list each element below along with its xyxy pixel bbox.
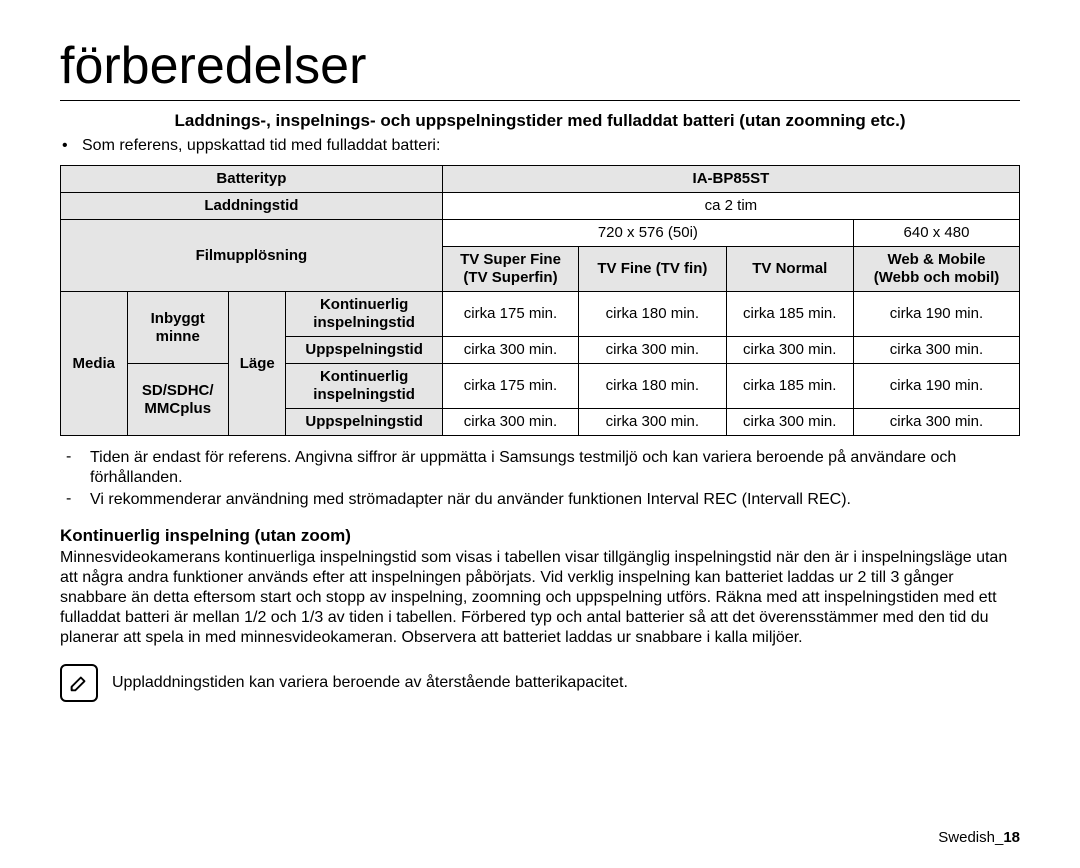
resolution-label: Filmupplösning xyxy=(61,220,443,292)
page-title: förberedelser xyxy=(60,36,1020,101)
col-fine: TV Fine (TV fin) xyxy=(579,247,726,292)
battery-type-value: IA-BP85ST xyxy=(442,166,1019,193)
manual-page: förberedelser Laddnings-, inspelnings- o… xyxy=(0,0,1080,868)
cell-value: cirka 185 min. xyxy=(726,292,853,337)
res-640: 640 x 480 xyxy=(853,220,1019,247)
dash-icon: - xyxy=(60,490,90,508)
cell-value: cirka 300 min. xyxy=(579,409,726,436)
sd-card: SD/SDHC/ MMCplus xyxy=(127,364,228,436)
media-label: Media xyxy=(61,292,128,436)
note-text: Vi rekommenderar användning med strömada… xyxy=(90,490,1020,510)
col-web-mobile: Web & Mobile (Webb och mobil) xyxy=(853,247,1019,292)
table-row: Filmupplösning 720 x 576 (50i) 640 x 480 xyxy=(61,220,1020,247)
note-icon xyxy=(60,664,98,702)
cell-value: cirka 175 min. xyxy=(442,292,578,337)
table-row: Laddningstid ca 2 tim xyxy=(61,193,1020,220)
res-720: 720 x 576 (50i) xyxy=(442,220,853,247)
col-normal: TV Normal xyxy=(726,247,853,292)
body-paragraph: Minnesvideokamerans kontinuerliga inspel… xyxy=(60,548,1020,648)
charge-time-label: Laddningstid xyxy=(61,193,443,220)
cont-rec-label: Kontinuerlig inspelningstid xyxy=(286,364,442,409)
bullet-dot: • xyxy=(60,137,82,155)
col-super-fine: TV Super Fine (TV Superfin) xyxy=(442,247,578,292)
cont-rec-l2: inspelningstid xyxy=(292,386,435,404)
col-web-l1: Web & Mobile xyxy=(860,251,1013,269)
mode-label: Läge xyxy=(228,292,286,436)
cell-value: cirka 300 min. xyxy=(579,337,726,364)
footer-lang: Swedish_ xyxy=(938,829,1003,846)
cell-value: cirka 175 min. xyxy=(442,364,578,409)
spec-table: Batterityp IA-BP85ST Laddningstid ca 2 t… xyxy=(60,165,1020,436)
sd-l1: SD/SDHC/ xyxy=(134,382,222,400)
playback-label: Uppspelningstid xyxy=(286,337,442,364)
col-super-l2: (TV Superfin) xyxy=(449,269,572,287)
table-row: Media Inbyggt minne Läge Kontinuerlig in… xyxy=(61,292,1020,337)
cell-value: cirka 300 min. xyxy=(726,337,853,364)
intro-text: Som referens, uppskattad tid med fulladd… xyxy=(82,137,440,155)
cell-value: cirka 180 min. xyxy=(579,364,726,409)
cell-value: cirka 180 min. xyxy=(579,292,726,337)
cell-value: cirka 300 min. xyxy=(442,409,578,436)
sd-l2: MMCplus xyxy=(134,400,222,418)
section-subtitle: Laddnings-, inspelnings- och uppspelning… xyxy=(60,111,1020,131)
cell-value: cirka 185 min. xyxy=(726,364,853,409)
cont-rec-l2: inspelningstid xyxy=(292,314,435,332)
cell-value: cirka 300 min. xyxy=(853,337,1019,364)
info-text: Uppladdningstiden kan variera beroende a… xyxy=(112,674,628,692)
dash-icon: - xyxy=(60,448,90,466)
pencil-note-icon xyxy=(68,672,90,694)
builtin-l1: Inbyggt xyxy=(134,310,222,328)
note-text: Tiden är endast för referens. Angivna si… xyxy=(90,448,1020,488)
section-heading: Kontinuerlig inspelning (utan zoom) xyxy=(60,526,1020,546)
cell-value: cirka 300 min. xyxy=(726,409,853,436)
intro-bullet: • Som referens, uppskattad tid med fulla… xyxy=(60,137,1020,155)
cell-value: cirka 300 min. xyxy=(442,337,578,364)
cell-value: cirka 190 min. xyxy=(853,364,1019,409)
builtin-memory: Inbyggt minne xyxy=(127,292,228,364)
info-callout: Uppladdningstiden kan variera beroende a… xyxy=(60,664,1020,702)
cont-rec-l1: Kontinuerlig xyxy=(292,296,435,314)
col-super-l1: TV Super Fine xyxy=(449,251,572,269)
builtin-l2: minne xyxy=(134,328,222,346)
cont-rec-l1: Kontinuerlig xyxy=(292,368,435,386)
playback-label: Uppspelningstid xyxy=(286,409,442,436)
footer-page-number: 18 xyxy=(1003,829,1020,846)
cell-value: cirka 300 min. xyxy=(853,409,1019,436)
page-footer: Swedish_18 xyxy=(938,829,1020,846)
notes-list: - Tiden är endast för referens. Angivna … xyxy=(60,448,1020,510)
col-web-l2: (Webb och mobil) xyxy=(860,269,1013,287)
table-row: Batterityp IA-BP85ST xyxy=(61,166,1020,193)
table-row: SD/SDHC/ MMCplus Kontinuerlig inspelning… xyxy=(61,364,1020,409)
cell-value: cirka 190 min. xyxy=(853,292,1019,337)
note-item: - Tiden är endast för referens. Angivna … xyxy=(60,448,1020,488)
battery-type-label: Batterityp xyxy=(61,166,443,193)
cont-rec-label: Kontinuerlig inspelningstid xyxy=(286,292,442,337)
note-item: - Vi rekommenderar användning med ströma… xyxy=(60,490,1020,510)
charge-time-value: ca 2 tim xyxy=(442,193,1019,220)
